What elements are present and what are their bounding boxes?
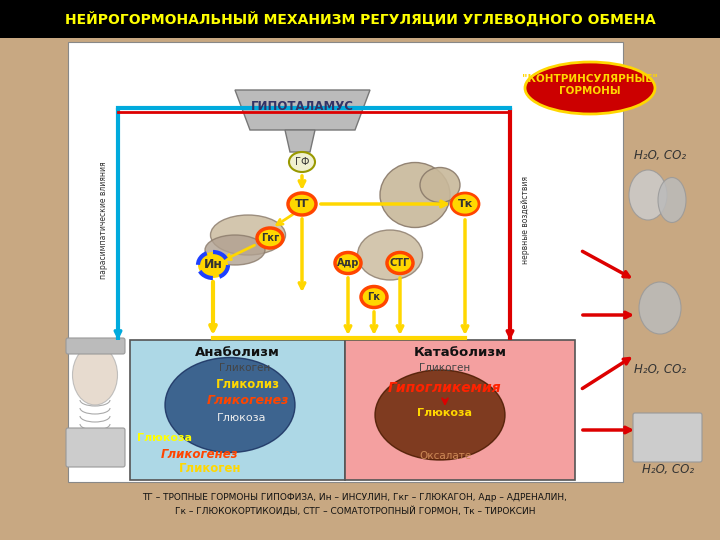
Text: ТГ – ТРОПНЫЕ ГОРМОНЫ ГИПОФИЗА, Ин – ИНСУЛИН, Гкг – ГЛЮКАГОН, Адр – АДРЕНАЛИН,: ТГ – ТРОПНЫЕ ГОРМОНЫ ГИПОФИЗА, Ин – ИНСУ…: [143, 494, 567, 503]
FancyBboxPatch shape: [345, 340, 575, 480]
Text: Гликоген: Гликоген: [419, 363, 471, 373]
Text: Катаболизм: Катаболизм: [413, 346, 506, 359]
Ellipse shape: [420, 167, 460, 202]
Text: H₂O, CO₂: H₂O, CO₂: [634, 148, 686, 161]
Ellipse shape: [257, 228, 283, 248]
Ellipse shape: [361, 287, 387, 307]
Ellipse shape: [289, 152, 315, 172]
Ellipse shape: [387, 253, 413, 273]
Text: Гипогликемия: Гипогликемия: [388, 381, 502, 395]
Text: Глюкоза: Глюкоза: [217, 413, 266, 423]
Text: Анаболизм: Анаболизм: [194, 346, 279, 359]
FancyBboxPatch shape: [66, 338, 125, 354]
Text: Гликолиз: Гликолиз: [216, 379, 280, 392]
Ellipse shape: [198, 252, 228, 278]
Ellipse shape: [165, 357, 295, 453]
Text: ГФ: ГФ: [294, 157, 310, 167]
FancyBboxPatch shape: [68, 42, 623, 482]
Text: Гликогенез: Гликогенез: [207, 394, 289, 407]
Text: Тк: Тк: [457, 199, 472, 209]
Ellipse shape: [210, 215, 286, 255]
FancyBboxPatch shape: [633, 413, 702, 462]
Text: H₂O, CO₂: H₂O, CO₂: [634, 363, 686, 376]
Text: H₂O, CO₂: H₂O, CO₂: [642, 463, 694, 476]
Polygon shape: [285, 130, 315, 152]
Text: "КОНТРИНСУЛЯРНЫЕ"
ГОРМОНЫ: "КОНТРИНСУЛЯРНЫЕ" ГОРМОНЫ: [522, 74, 658, 96]
Text: Глюкоза: Глюкоза: [138, 433, 192, 443]
Text: Гликоген: Гликоген: [220, 363, 271, 373]
FancyBboxPatch shape: [0, 0, 720, 38]
Text: парасимпатические влияния: парасимпатические влияния: [99, 161, 107, 279]
Ellipse shape: [335, 253, 361, 273]
Text: Глюкоза: Глюкоза: [418, 408, 472, 418]
Text: Оксалате: Оксалате: [419, 451, 471, 461]
Text: Адр: Адр: [337, 258, 359, 268]
Ellipse shape: [658, 178, 686, 222]
Text: НЕЙРОГОРМОНАЛЬНЫЙ МЕХАНИЗМ РЕГУЛЯЦИИ УГЛЕВОДНОГО ОБМЕНА: НЕЙРОГОРМОНАЛЬНЫЙ МЕХАНИЗМ РЕГУЛЯЦИИ УГЛ…: [65, 11, 655, 26]
Ellipse shape: [639, 282, 681, 334]
FancyBboxPatch shape: [66, 428, 125, 467]
Text: Гликоген: Гликоген: [179, 462, 241, 475]
Ellipse shape: [358, 230, 423, 280]
Text: СТГ: СТГ: [390, 258, 410, 268]
FancyBboxPatch shape: [130, 340, 345, 480]
Text: Гк: Гк: [367, 292, 380, 302]
Text: ГИПОТАЛАМУС: ГИПОТАЛАМУС: [251, 100, 354, 113]
Ellipse shape: [629, 170, 667, 220]
Ellipse shape: [288, 193, 316, 215]
Ellipse shape: [525, 62, 655, 114]
Ellipse shape: [451, 193, 479, 215]
Ellipse shape: [73, 345, 117, 405]
Ellipse shape: [380, 163, 450, 227]
Text: Ин: Ин: [204, 259, 222, 272]
Text: ТГ: ТГ: [294, 199, 310, 209]
Polygon shape: [235, 90, 370, 130]
Text: Гкг: Гкг: [261, 233, 279, 243]
Ellipse shape: [375, 370, 505, 460]
Text: Гк – ГЛЮКОКОРТИКОИДЫ, СТГ – СОМАТОТРОПНЫЙ ГОРМОН, Тк – ТИРОКСИН: Гк – ГЛЮКОКОРТИКОИДЫ, СТГ – СОМАТОТРОПНЫ…: [175, 506, 535, 516]
Text: нервные воздействия: нервные воздействия: [521, 176, 529, 264]
Text: Гликогенез: Гликогенез: [161, 448, 239, 461]
Ellipse shape: [205, 235, 265, 265]
